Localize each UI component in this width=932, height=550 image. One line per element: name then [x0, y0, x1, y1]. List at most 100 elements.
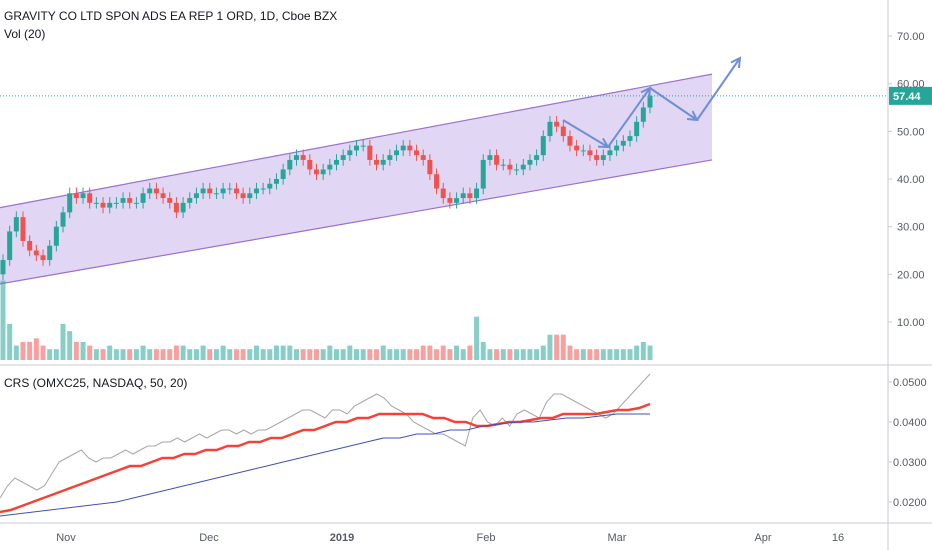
candle-body [267, 183, 273, 189]
symbol-legend[interactable]: GRAVITY CO LTD SPON ADS EA REP 1 ORD, 1D… [4, 9, 338, 23]
volume-bar [527, 349, 533, 360]
crs-tick-label: 0.0400 [893, 417, 927, 429]
candle-body [594, 155, 600, 160]
candle-body [347, 150, 353, 156]
crs-series-line [0, 373, 651, 499]
candle-body [60, 212, 66, 227]
candle-body [227, 188, 233, 190]
candle-body [207, 188, 213, 194]
volume-bar [360, 349, 366, 360]
candle-body [507, 164, 513, 170]
volume-bar [634, 345, 640, 360]
price-tick-label: 50.00 [897, 126, 925, 138]
candle-body [560, 126, 566, 137]
candle-body [300, 155, 306, 160]
volume-bar [107, 345, 113, 360]
volume-bar [547, 334, 553, 360]
candle-body [307, 159, 313, 170]
volume-bar [47, 349, 53, 360]
candle-body [93, 202, 99, 204]
volume-bar [434, 349, 440, 360]
volume-bar [240, 349, 246, 360]
candle-body [0, 260, 6, 275]
arrow-head [597, 137, 610, 149]
volume-bar [594, 349, 600, 360]
candle-body [180, 202, 186, 213]
candle-body [387, 155, 393, 160]
volume-bar [13, 345, 19, 360]
arrow-segment [607, 87, 651, 148]
candle-body [220, 188, 226, 194]
candle-body [527, 159, 533, 165]
channel-fill [0, 74, 712, 284]
candle-body [20, 217, 26, 241]
candle-body [173, 202, 179, 213]
price-channel [0, 73, 713, 285]
candle-body [313, 169, 319, 175]
candle-body [374, 159, 380, 165]
volume-bar [394, 349, 400, 360]
candle-body [67, 193, 73, 213]
volume-bar [207, 349, 213, 360]
volume-bars [0, 280, 653, 360]
volume-bar [147, 349, 153, 360]
arrow-head [640, 86, 652, 99]
candlesticks [0, 90, 653, 281]
candle-body [580, 150, 586, 152]
candle-body [27, 240, 33, 251]
arrow-segment [649, 87, 698, 121]
candle-body [647, 95, 653, 108]
arrow-head [686, 110, 699, 122]
volume-bar [293, 349, 299, 360]
volume-bar [427, 345, 433, 360]
candle-body [427, 159, 433, 175]
volume-bar [233, 349, 239, 360]
candle-body [280, 169, 286, 179]
candle-body [607, 150, 613, 156]
volume-bar [534, 349, 540, 360]
volume-bar [460, 349, 466, 360]
price-tick-label: 30.00 [897, 222, 925, 234]
volume-bar [273, 345, 279, 360]
candle-body [107, 202, 113, 208]
volume-bar [627, 349, 633, 360]
candle-body [554, 121, 560, 127]
volume-legend[interactable]: Vol (20) [4, 27, 46, 41]
candle-body [133, 202, 139, 204]
candle-body [460, 193, 466, 199]
time-tick-label: Nov [56, 532, 76, 544]
candle-body [47, 245, 53, 261]
candle-body [320, 169, 326, 175]
candle-body [147, 188, 153, 194]
volume-bar [554, 334, 560, 360]
volume-bar [647, 345, 653, 360]
volume-bar [260, 349, 266, 360]
volume-bar [327, 345, 333, 360]
indicator-legend[interactable]: CRS (OMXC25, NASDAQ, 50, 20) [4, 376, 188, 390]
price-tick-label: 60.00 [897, 79, 925, 91]
volume-bar [340, 349, 346, 360]
candle-body [394, 150, 400, 156]
volume-bar [414, 349, 420, 360]
candle-body [113, 202, 119, 204]
volume-bar [567, 345, 573, 360]
candle-body [627, 136, 633, 141]
volume-bar [374, 349, 380, 360]
candle-body [140, 193, 146, 203]
volume-bar [267, 349, 273, 360]
candle-body [487, 155, 493, 160]
candle-body [474, 188, 480, 199]
volume-bar [520, 349, 526, 360]
volume-bar [167, 349, 173, 360]
candle-body [213, 193, 219, 195]
volume-bar [180, 345, 186, 360]
candle-body [253, 188, 259, 194]
volume-bar [440, 345, 446, 360]
candle-body [534, 155, 540, 160]
candle-body [440, 188, 446, 199]
candle-body [167, 198, 173, 203]
volume-bar [60, 323, 66, 360]
volume-bar [320, 349, 326, 360]
